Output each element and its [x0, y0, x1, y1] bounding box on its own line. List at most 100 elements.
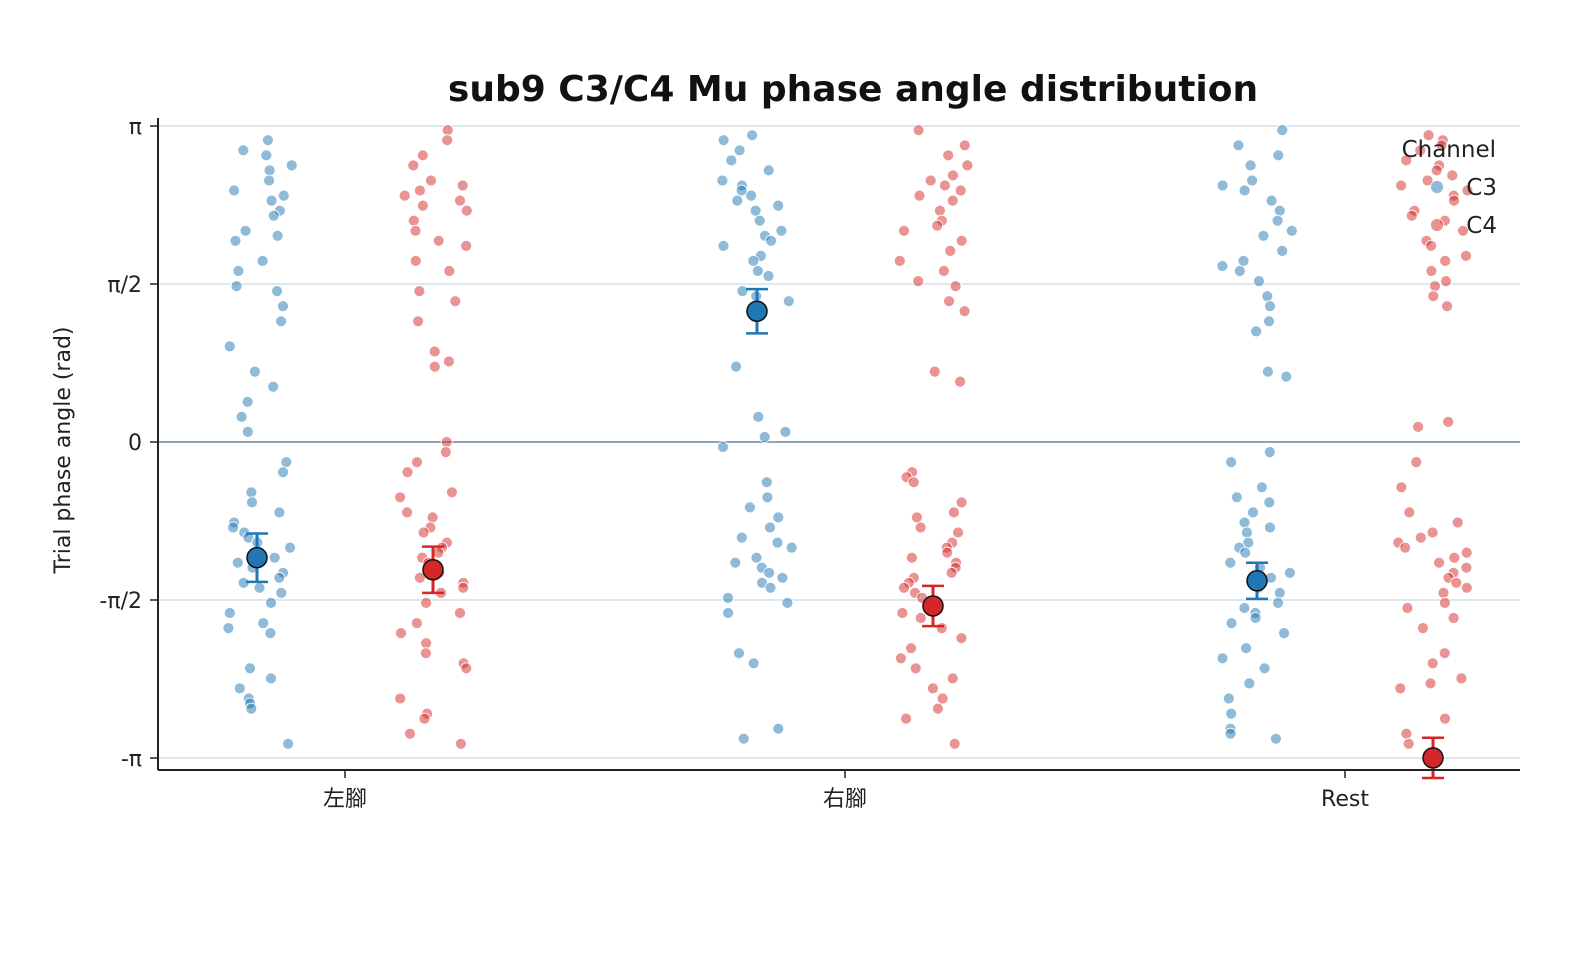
- trial-point: [913, 189, 926, 202]
- trial-point: [900, 712, 912, 725]
- trial-point: [409, 254, 422, 267]
- trial-point: [267, 380, 280, 393]
- trial-point: [1401, 602, 1414, 614]
- trial-point: [457, 581, 470, 594]
- trial-point: [896, 607, 909, 619]
- trial-point: [248, 365, 261, 378]
- trial-point: [781, 597, 794, 609]
- trial-point: [413, 184, 426, 197]
- legend-marker: [1430, 218, 1444, 232]
- trial-point: [898, 224, 910, 237]
- trial-point: [1265, 194, 1278, 207]
- trial-point: [772, 511, 785, 524]
- trial-point: [733, 647, 745, 660]
- trial-point: [958, 305, 971, 318]
- trial-point: [1224, 727, 1237, 740]
- trial-point: [952, 526, 964, 539]
- trial-point: [460, 662, 473, 675]
- trial-point: [1225, 456, 1237, 469]
- trial-point: [1272, 149, 1285, 162]
- trial-point: [944, 244, 957, 257]
- trial-point: [1395, 481, 1408, 494]
- trial-point: [776, 571, 789, 584]
- trial-point: [275, 315, 288, 328]
- trial-point: [935, 622, 948, 634]
- trial-point: [273, 571, 286, 584]
- trial-points: [222, 124, 1474, 750]
- mean-markers: [246, 287, 1444, 780]
- trial-point: [914, 612, 927, 624]
- trial-point: [928, 365, 941, 378]
- trial-point: [253, 581, 266, 594]
- trial-point: [407, 159, 420, 172]
- trial-point: [265, 597, 277, 609]
- trial-point: [1285, 224, 1298, 237]
- trial-point: [440, 436, 453, 448]
- legend-title: Channel: [1402, 137, 1496, 163]
- trial-point: [941, 546, 954, 559]
- y-tick-label: π/2: [107, 273, 142, 298]
- trial-point: [906, 551, 918, 564]
- trial-point: [893, 254, 906, 267]
- trial-point: [1237, 254, 1250, 267]
- trial-point: [1425, 265, 1438, 277]
- trial-point: [1435, 139, 1448, 152]
- trial-point: [232, 265, 245, 277]
- trial-point: [744, 501, 756, 514]
- trial-point: [1403, 506, 1416, 519]
- trial-point: [241, 425, 254, 438]
- trial-point: [1273, 587, 1286, 599]
- grid-lines: [158, 125, 1520, 759]
- y-axis-label: Trial phase angle (rad): [51, 326, 76, 574]
- trial-point: [230, 280, 243, 293]
- trial-point: [263, 174, 276, 187]
- trial-point: [1258, 662, 1271, 675]
- trial-point: [775, 224, 788, 237]
- trial-point: [730, 360, 742, 373]
- trial-point: [749, 204, 762, 217]
- trial-point: [231, 556, 244, 569]
- trial-point: [261, 134, 274, 147]
- trial-point: [1264, 300, 1276, 313]
- legend-label: C3: [1466, 175, 1497, 201]
- trial-point: [432, 546, 445, 559]
- trial-point: [752, 410, 765, 423]
- trial-point: [241, 395, 254, 408]
- trial-point: [410, 617, 423, 629]
- trial-point: [394, 692, 407, 705]
- trial-point: [1422, 129, 1435, 142]
- trial-point: [1244, 159, 1257, 172]
- legend-label: C4: [1466, 213, 1497, 239]
- trial-point: [949, 280, 962, 293]
- trial-point: [443, 265, 456, 277]
- trial-point: [1430, 164, 1443, 177]
- trial-point: [927, 682, 939, 695]
- trial-point: [277, 300, 289, 313]
- trial-point: [1437, 587, 1450, 599]
- mean-marker: [1246, 570, 1268, 592]
- trial-point: [1402, 737, 1415, 750]
- trial-point: [914, 521, 927, 534]
- trial-point: [277, 189, 290, 202]
- trial-point: [1451, 516, 1464, 529]
- trial-point: [1264, 521, 1276, 534]
- trial-point: [1399, 541, 1412, 554]
- trial-point: [285, 159, 298, 172]
- trial-point: [954, 184, 967, 197]
- trial-point: [260, 149, 273, 162]
- trial-point: [280, 456, 293, 469]
- trial-point: [284, 541, 297, 554]
- trial-point: [263, 164, 276, 177]
- trial-point: [753, 214, 766, 227]
- trial-point: [1273, 204, 1286, 217]
- x-tick-label: Rest: [1321, 787, 1369, 812]
- trial-point: [771, 536, 784, 549]
- trial-point: [1439, 254, 1452, 267]
- trial-point: [229, 234, 242, 247]
- trial-point: [222, 622, 235, 634]
- trial-point: [1427, 290, 1440, 303]
- trial-point: [264, 627, 277, 639]
- trial-point: [947, 169, 959, 182]
- trial-point: [223, 607, 236, 619]
- trial-point: [934, 204, 946, 217]
